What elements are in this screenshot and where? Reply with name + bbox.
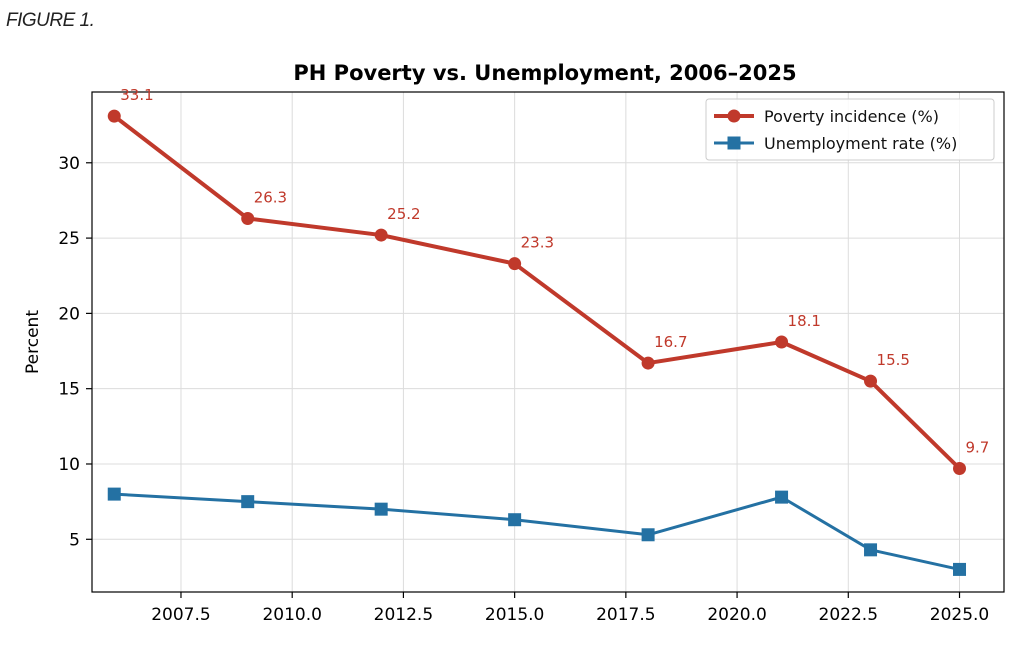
y-axis-label: Percent	[23, 310, 43, 374]
x-tick-label: 2012.5	[374, 605, 433, 625]
data-point	[241, 212, 255, 226]
data-label: 18.1	[788, 312, 821, 330]
data-point	[107, 109, 121, 123]
series-line	[113, 114, 961, 470]
series-unemployment	[107, 487, 967, 576]
data-point	[775, 490, 789, 504]
data-point	[241, 495, 255, 509]
legend-label: Unemployment rate (%)	[764, 134, 957, 153]
data-label: 9.7	[966, 439, 990, 457]
grid	[92, 92, 1004, 592]
data-label: 16.7	[654, 333, 687, 351]
legend: Poverty incidence (%) Unemployment rate (…	[705, 98, 995, 161]
data-label: 25.2	[387, 205, 420, 223]
y-tick-label: 10	[58, 455, 80, 475]
data-label: 33.1	[120, 86, 153, 104]
chart-title: PH Poverty vs. Unemployment, 2006–2025	[293, 61, 796, 85]
data-point	[374, 228, 388, 242]
series-poverty: 33.1 26.3 25.2 23.3 16.7 18.1 15.5 9.7	[107, 86, 990, 476]
x-tick-label: 2007.5	[151, 605, 210, 625]
legend-marker	[727, 136, 741, 150]
data-point	[107, 487, 121, 501]
x-tick-label: 2017.5	[596, 605, 655, 625]
data-point	[953, 462, 967, 476]
legend-item: Poverty incidence (%)	[714, 107, 939, 126]
data-label: 15.5	[877, 351, 910, 369]
data-point	[508, 257, 522, 271]
x-axis: 2007.5 2010.0 2012.5 2015.0 2017.5 2020.0 2022…	[151, 592, 989, 625]
series-line	[114, 492, 960, 571]
data-label: 26.3	[254, 189, 287, 207]
data-point	[864, 374, 878, 388]
y-axis: 5 10 15 20 25 30	[58, 154, 92, 550]
legend-label: Poverty incidence (%)	[764, 107, 939, 126]
y-tick-label: 5	[69, 530, 80, 550]
plot-frame	[91, 91, 1005, 593]
data-point	[864, 543, 878, 557]
data-label: 23.3	[521, 234, 554, 252]
y-tick-label: 25	[58, 229, 80, 249]
legend-item: Unemployment rate (%)	[714, 134, 957, 153]
figure-label: FIGURE 1.	[6, 10, 95, 31]
y-tick-label: 15	[58, 380, 80, 400]
y-tick-label: 30	[58, 154, 80, 174]
x-tick-label: 2010.0	[262, 605, 321, 625]
data-point	[508, 513, 522, 527]
series-layer: 33.1 26.3 25.2 23.3 16.7 18.1 15.5 9.7	[107, 86, 990, 576]
data-point	[953, 562, 967, 576]
x-tick-label: 2015.0	[485, 605, 544, 625]
data-point	[641, 528, 655, 542]
x-tick-label: 2020.0	[707, 605, 766, 625]
y-tick-label: 20	[58, 304, 80, 324]
legend-marker	[727, 109, 741, 123]
data-point	[775, 335, 789, 349]
x-tick-label: 2022.5	[819, 605, 878, 625]
data-point	[374, 502, 388, 516]
x-tick-label: 2025.0	[930, 605, 989, 625]
data-point	[641, 356, 655, 370]
legend-box	[705, 98, 995, 161]
